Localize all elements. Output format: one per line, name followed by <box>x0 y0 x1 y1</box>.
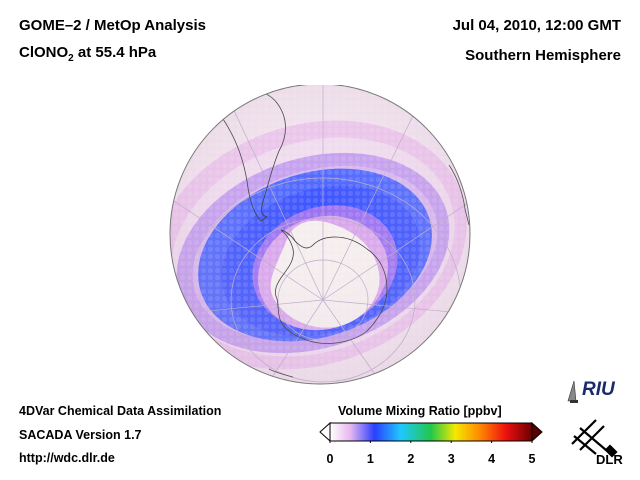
date-time: Jul 04, 2010, 12:00 GMT <box>452 17 621 34</box>
colorbar-tick-label: 2 <box>407 452 415 466</box>
colorbar-tick-label: 3 <box>447 452 455 466</box>
colorbar-high-arrow <box>531 421 543 443</box>
colorbar-low-arrow <box>319 421 331 443</box>
colorbar-tick-label: 1 <box>366 452 374 466</box>
footer-assimilation: 4DVar Chemical Data Assimilation <box>19 404 222 418</box>
species-title: ClONO2 at 55.4 hPa <box>19 44 156 64</box>
colorbar-title: Volume Mixing Ratio [ppbv] <box>338 404 502 418</box>
species-name: ClONO <box>19 44 69 61</box>
dlr-logo: DLR <box>571 419 623 466</box>
colorbar-gradient <box>329 422 533 442</box>
species-pressure: at 55.4 hPa <box>73 44 157 61</box>
species-subscript: 2 <box>68 53 74 64</box>
footer-version: SACADA Version 1.7 <box>19 428 142 442</box>
title-line1: GOME–2 / MetOp Analysis <box>19 17 206 34</box>
riu-logo: RIU <box>567 379 616 403</box>
hemisphere-label: Southern Hemisphere <box>465 47 621 64</box>
riu-logo-text: RIU <box>582 379 616 400</box>
colorbar-tick-label: 4 <box>488 452 496 466</box>
colorbar-ticks <box>329 441 533 443</box>
footer-url[interactable]: http://wdc.dlr.de <box>19 451 115 465</box>
dlr-logo-text: DLR <box>596 452 623 466</box>
colorbar-tick-label: 0 <box>326 452 334 466</box>
colorbar <box>319 421 543 443</box>
globe-border <box>169 85 471 385</box>
globe-map <box>169 85 471 385</box>
colorbar-tick-label: 5 <box>528 452 536 466</box>
